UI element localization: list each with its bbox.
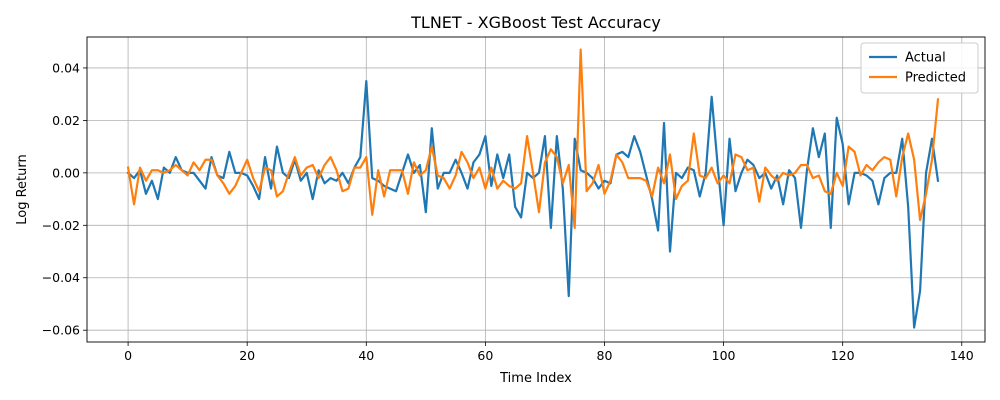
x-tick-label: 40 [358,348,374,363]
x-tick-label: 20 [239,348,255,363]
x-tick-label: 0 [124,348,132,363]
x-tick-label: 120 [831,348,855,363]
series-layer [126,48,940,329]
y-tick-label: 0.04 [52,60,80,75]
x-tick-label: 60 [477,348,493,363]
y-tick-label: −0.02 [42,218,80,233]
y-axis-label: Log Return [15,154,30,225]
x-tick-label: 100 [712,348,736,363]
x-axis-label: Time Index [499,371,572,386]
y-tick-label: −0.04 [42,270,80,285]
legend-box [860,42,979,94]
legend-label-actual: Actual [905,51,946,66]
y-tick-label: 0.02 [52,113,80,128]
plot-frame [86,36,986,343]
legend-label-predicted: Predicted [905,71,966,86]
y-tick-label: 0.00 [52,165,80,180]
x-tick-label: 140 [950,348,974,363]
chart-title: TLNET - XGBoost Test Accuracy [410,13,661,32]
series-line-predicted [126,48,940,230]
x-tick-label: 80 [597,348,613,363]
axis-ticks: 0 20 40 60 80 100 120 140 −0.06 −0.04 −0.02 0.00 0.0… [42,60,974,363]
y-tick-label: −0.06 [42,323,80,338]
legend: Actual Predicted [860,42,979,94]
